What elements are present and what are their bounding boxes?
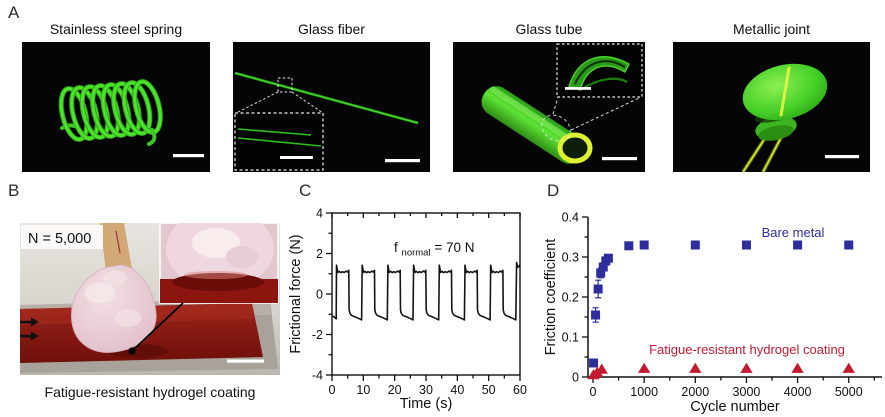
annotation-dot — [128, 347, 136, 355]
svg-text:0: 0 — [590, 385, 597, 399]
svg-text:1000: 1000 — [630, 385, 658, 399]
svg-text:2000: 2000 — [681, 385, 709, 399]
cut-plane-outline — [541, 114, 571, 142]
svg-text:0: 0 — [316, 287, 323, 301]
svg-text:-2: -2 — [312, 328, 323, 342]
bare-metal-series-label: Bare metal — [762, 225, 825, 240]
svg-text:30: 30 — [419, 383, 433, 397]
zoom-region-box — [277, 77, 293, 93]
tube-cross-section-shell — [568, 56, 630, 91]
data-point-triangle — [689, 362, 702, 373]
svg-text:40: 40 — [450, 383, 464, 397]
data-point-square — [589, 358, 599, 368]
data-point-triangle — [637, 362, 651, 373]
svg-text:60: 60 — [513, 383, 527, 397]
hydrogel-series-label: Fatigue-resistant hydrogel coating — [649, 342, 845, 357]
svg-text:4000: 4000 — [784, 385, 812, 399]
d-yaxis-label: Friction coefficient — [543, 239, 559, 356]
fluorescent-fiber — [234, 71, 419, 125]
svg-text:0: 0 — [329, 383, 336, 397]
fluorescent-joint — [741, 63, 828, 172]
joint-micrograph — [673, 42, 870, 172]
micrograph-title-joint: Metallic joint — [732, 21, 811, 37]
panel-c-label: C — [299, 181, 312, 200]
scale-bar — [385, 159, 420, 163]
scale-bar — [280, 156, 313, 159]
data-point-square — [603, 253, 613, 263]
fatigue-test-photo: N = 5,000 — [20, 223, 280, 375]
svg-text:0.4: 0.4 — [562, 210, 579, 224]
scale-bar — [227, 359, 264, 363]
annotation-line — [131, 302, 184, 352]
svg-text:-4: -4 — [312, 368, 323, 382]
spring-micrograph — [22, 42, 210, 172]
svg-text:0.3: 0.3 — [562, 250, 579, 264]
data-point-square — [741, 240, 751, 250]
svg-text:0: 0 — [572, 370, 579, 384]
data-point-triangle — [842, 362, 855, 373]
inset-connector — [235, 91, 279, 114]
micrograph-title-spring: Stainless steel spring — [49, 21, 183, 37]
data-point-square — [624, 241, 634, 251]
panel-b-label: B — [8, 181, 20, 200]
micrograph-title-tube: Glass tube — [515, 21, 583, 37]
svg-text:2: 2 — [316, 247, 323, 261]
data-point-square — [593, 284, 603, 294]
micrograph-title-fiber: Glass fiber — [298, 21, 365, 37]
data-point-square — [591, 310, 601, 320]
svg-text:20: 20 — [388, 383, 402, 397]
fluorescent-spring — [58, 79, 163, 146]
c-yaxis-label: Frictional force (N) — [288, 234, 304, 353]
svg-text:3000: 3000 — [733, 385, 761, 399]
cycle-count-label: N = 5,000 — [28, 231, 91, 247]
hydrogel-coating-points — [587, 362, 855, 380]
data-point-square — [639, 240, 649, 250]
tube-inset — [556, 43, 643, 98]
svg-text:5000: 5000 — [835, 385, 863, 399]
d-xaxis-label: Cycle number — [690, 399, 780, 415]
inset-connector — [570, 97, 640, 131]
data-point-square — [844, 240, 854, 250]
fluorescent-tube — [481, 86, 593, 164]
svg-text:50: 50 — [482, 383, 496, 397]
data-point-square — [793, 240, 803, 250]
data-point-triangle — [595, 363, 608, 374]
svg-text:0.1: 0.1 — [562, 330, 579, 344]
svg-text:10: 10 — [356, 383, 370, 397]
data-point-square — [596, 268, 606, 278]
svg-text:4: 4 — [316, 206, 323, 220]
scale-bar — [602, 157, 637, 161]
panel-b-caption: Fatigue-resistant hydrogel coating — [44, 384, 256, 400]
inset-connector — [552, 96, 559, 115]
bone-shaft — [100, 223, 132, 271]
scale-bar — [173, 154, 204, 158]
photo-inset — [159, 223, 279, 304]
svg-text:0.2: 0.2 — [562, 290, 579, 304]
cycle-count-label-box: N = 5,000 — [21, 225, 103, 249]
fiber-inset — [234, 112, 324, 171]
c-xaxis-label: Time (s) — [400, 396, 453, 412]
data-point-square — [690, 240, 700, 250]
panel-a-label: A — [8, 3, 20, 22]
data-point-square — [598, 262, 608, 272]
data-point-triangle — [791, 362, 804, 373]
panel-d-label: D — [547, 181, 560, 200]
bare-metal-points — [589, 240, 854, 368]
d-axes: 0 0.1 0.2 0.3 0.4 0 1000 2000 3000 4000 5000 — [562, 210, 882, 399]
friction-trace — [331, 261, 521, 321]
scale-bar — [825, 155, 859, 159]
shear-direction-arrows — [20, 317, 39, 341]
tube-micrograph — [453, 42, 645, 172]
data-point-triangle — [740, 362, 753, 373]
inset-connector — [291, 91, 324, 114]
fiber-micrograph — [233, 42, 430, 172]
normal-force-annotation: f normal = 70 N — [394, 240, 475, 259]
friction-coefficient-chart: 0 0.1 0.2 0.3 0.4 0 1000 2000 3000 4000 5000 Bare … — [543, 210, 882, 415]
scale-bar — [565, 87, 591, 90]
